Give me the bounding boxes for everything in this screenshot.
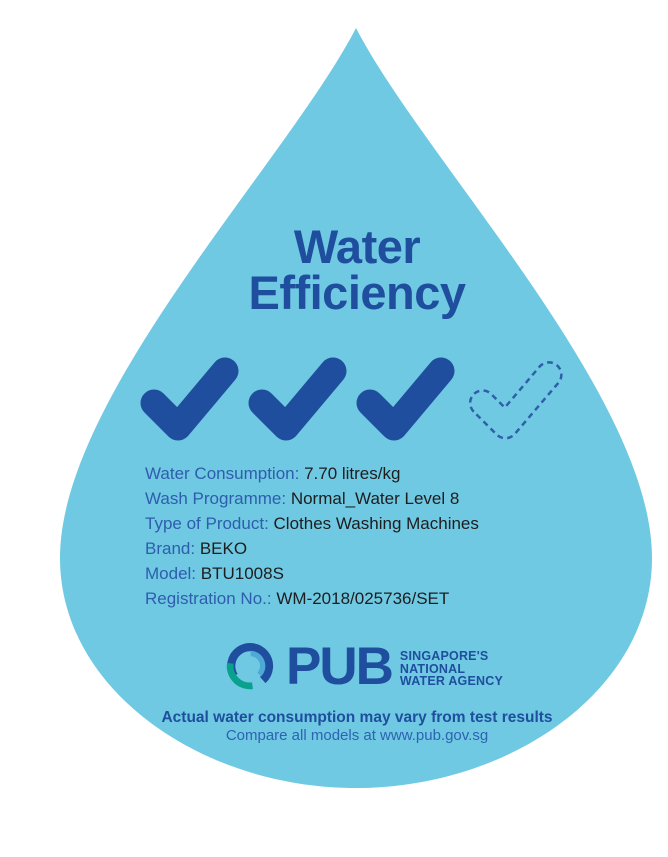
efficiency-rating-ticks	[139, 356, 563, 444]
pub-logo-tagline: SINGAPORE'S NATIONAL WATER AGENCY	[400, 650, 503, 688]
tagline-line-3: WATER AGENCY	[399, 674, 504, 689]
field-value: WM-2018/025736/SET	[276, 589, 450, 608]
field-value: Normal_Water Level 8	[290, 489, 460, 508]
field-brand: Brand: BEKO	[145, 536, 479, 561]
check-icon	[140, 357, 239, 441]
field-water-consumption: Water Consumption: 7.70 litres/kg	[145, 461, 479, 486]
check-icon	[356, 357, 455, 441]
field-wash-programme: Wash Programme: Normal_Water Level 8	[145, 486, 479, 511]
field-value: BEKO	[199, 539, 248, 558]
pub-logo-wordmark: PUB	[286, 637, 394, 696]
field-label: Wash Programme:	[145, 489, 287, 508]
product-info-list: Water Consumption: 7.70 litres/kg Wash P…	[145, 461, 479, 611]
field-label: Brand:	[145, 539, 196, 558]
field-registration-no: Registration No.: WM-2018/025736/SET	[145, 586, 479, 611]
field-value: 7.70 litres/kg	[304, 464, 401, 483]
field-value: BTU1008S	[200, 564, 284, 583]
tagline-line-1: SINGAPORE'S	[399, 649, 489, 664]
page-title: Water Efficiency	[248, 220, 466, 319]
footnote-disclaimer: Actual water consumption may vary from t…	[161, 709, 553, 726]
tagline-line-2: NATIONAL	[399, 661, 466, 676]
field-label: Type of Product:	[145, 514, 269, 533]
check-icon	[248, 357, 347, 441]
field-value: Clothes Washing Machines	[273, 514, 479, 533]
field-label: Model:	[145, 564, 197, 583]
check-outline-dashed-icon	[468, 361, 563, 440]
field-label: Water Consumption:	[145, 464, 300, 483]
footnote-compare-models: Compare all models at www.pub.gov.sg	[225, 727, 489, 744]
field-label: Registration No.:	[145, 589, 272, 608]
pub-logo: PUB SINGAPORE'S NATIONAL WATER AGENCY	[221, 638, 503, 696]
field-model: Model: BTU1008S	[145, 561, 479, 586]
field-type-of-product: Type of Product: Clothes Washing Machine…	[145, 511, 479, 536]
pub-logo-swirl-icon	[226, 643, 274, 690]
title-line-2: Efficiency	[248, 266, 466, 319]
title-line-1: Water	[293, 220, 421, 273]
